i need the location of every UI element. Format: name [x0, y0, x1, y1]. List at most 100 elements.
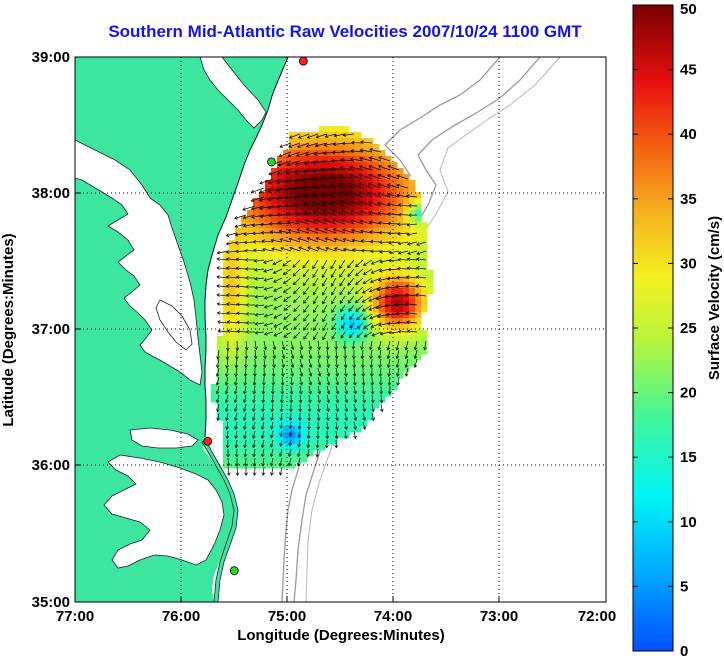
velocity-cell	[415, 204, 422, 211]
velocity-cell	[235, 276, 242, 283]
velocity-arrow	[283, 331, 292, 338]
velocity-arrow-head	[367, 191, 372, 196]
velocity-cell	[355, 420, 362, 427]
velocity-arrow-head	[269, 444, 274, 448]
velocity-arrow-head	[377, 211, 382, 215]
velocity-cell	[367, 150, 374, 157]
velocity-arrow-head	[358, 200, 363, 205]
velocity-cell	[223, 264, 230, 271]
velocity-arrow	[330, 192, 346, 198]
velocity-cell	[367, 324, 374, 331]
velocity-arrow-head	[216, 266, 220, 270]
velocity-arrow	[252, 430, 256, 439]
velocity-arrow-head	[321, 159, 326, 164]
velocity-arrow	[339, 259, 346, 269]
velocity-arrow	[371, 412, 375, 421]
velocity-arrow	[397, 367, 400, 377]
velocity-arrow	[377, 202, 391, 207]
velocity-cell	[331, 228, 338, 235]
velocity-arrow	[255, 304, 265, 307]
velocity-arrow-head	[404, 364, 409, 368]
velocity-cell	[379, 360, 386, 367]
velocity-arrow-head	[413, 346, 418, 351]
velocity-cell	[355, 132, 362, 139]
velocity-arrow-head	[235, 347, 240, 352]
velocity-cell	[307, 294, 314, 301]
velocity-arrow	[353, 376, 356, 386]
velocity-arrow	[407, 250, 418, 255]
velocity-arrow-head	[361, 382, 366, 386]
velocity-arrow-head	[263, 296, 268, 300]
velocity-cell	[349, 270, 356, 277]
velocity-cell	[373, 210, 380, 217]
velocity-cell	[271, 336, 278, 343]
velocity-cell	[307, 228, 314, 235]
velocity-arrow-head	[261, 463, 265, 467]
velocity-arrow-head	[299, 355, 304, 360]
velocity-cell	[235, 258, 242, 265]
x-tick-label: 74:00	[374, 608, 412, 625]
y-tick-label: 39:00	[32, 49, 70, 66]
velocity-cell	[415, 270, 422, 277]
velocity-cell	[337, 234, 344, 241]
velocity-cell	[283, 228, 290, 235]
velocity-arrow	[290, 376, 293, 386]
velocity-cell	[355, 162, 362, 169]
velocity-cell	[367, 270, 374, 277]
velocity-arrow	[350, 219, 364, 225]
velocity-arrow-head	[254, 303, 259, 308]
velocity-arrow-head	[347, 291, 351, 295]
velocity-arrow-head	[397, 232, 401, 236]
velocity-cell	[253, 300, 260, 307]
velocity-arrow	[282, 259, 292, 267]
velocity-cell	[403, 216, 410, 223]
velocity-arrow	[406, 276, 418, 279]
velocity-arrow-head	[326, 399, 331, 404]
velocity-arrow	[369, 221, 382, 225]
velocity-arrow	[234, 214, 247, 219]
velocity-arrow-head	[413, 364, 418, 368]
velocity-arrow-head	[362, 408, 366, 413]
velocity-arrow	[235, 421, 238, 430]
velocity-arrow	[396, 349, 400, 359]
velocity-cell	[235, 324, 242, 331]
velocity-cell	[265, 390, 272, 397]
velocity-cell	[229, 438, 236, 445]
y-tick-label: 35:00	[32, 594, 70, 611]
velocity-arrow-head	[388, 258, 392, 263]
velocity-cell	[331, 126, 338, 133]
velocity-arrow-head	[397, 257, 401, 262]
velocity-cell	[241, 354, 248, 361]
velocity-arrow	[360, 141, 373, 144]
velocity-cell	[283, 462, 290, 469]
velocity-cell	[361, 288, 368, 295]
velocity-arrow-head	[312, 209, 317, 214]
velocity-cell	[283, 216, 290, 223]
velocity-arrow-head	[215, 390, 220, 395]
velocity-arrow-head	[330, 265, 334, 270]
velocity-arrow-head	[334, 444, 339, 449]
velocity-arrow-head	[260, 230, 265, 235]
velocity-cell	[421, 330, 428, 337]
velocity-arrow	[299, 421, 301, 430]
velocity-arrow-head	[371, 333, 376, 337]
velocity-arrow	[271, 403, 274, 412]
velocity-arrow	[344, 430, 347, 439]
velocity-cell	[295, 378, 302, 385]
velocity-cell	[271, 252, 278, 259]
velocity-arrow	[378, 212, 391, 216]
velocity-cell	[403, 342, 410, 349]
velocity-cell	[283, 240, 290, 247]
velocity-arrow	[407, 232, 418, 236]
velocity-arrow	[273, 286, 283, 292]
velocity-cell	[229, 420, 236, 427]
velocity-cell	[277, 288, 284, 295]
velocity-cell	[367, 348, 374, 355]
velocity-arrow-head	[306, 135, 311, 139]
velocity-arrow-head	[243, 373, 248, 378]
velocity-arrow-head	[404, 355, 409, 360]
velocity-arrow	[361, 340, 364, 350]
velocity-arrow	[322, 313, 328, 322]
velocity-cell	[271, 180, 278, 187]
velocity-cell	[379, 216, 386, 223]
